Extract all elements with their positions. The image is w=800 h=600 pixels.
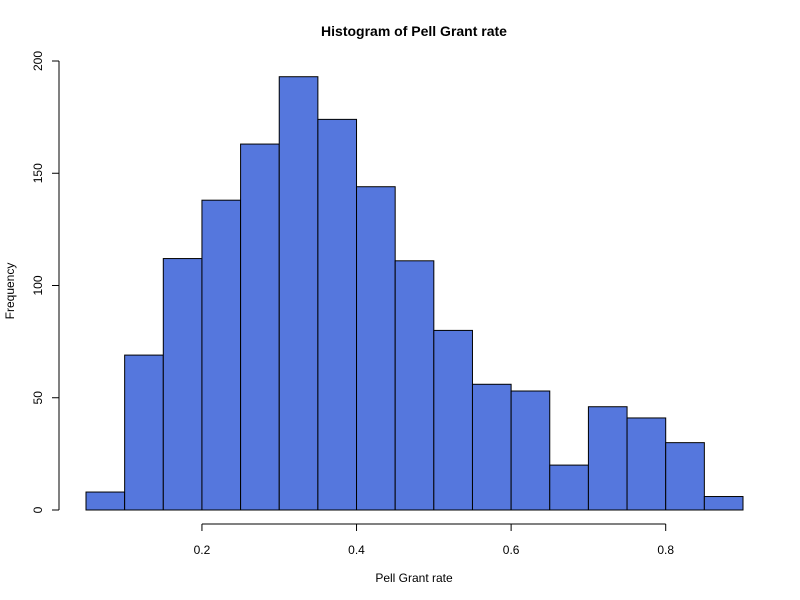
x-tick-label: 0.4 bbox=[348, 543, 365, 557]
y-axis-label: Frequency bbox=[3, 263, 17, 320]
y-axis: 0 50 100 150 200 bbox=[31, 51, 60, 513]
bars-group bbox=[85, 76, 744, 511]
histogram-bar bbox=[278, 76, 319, 511]
y-tick-label: 150 bbox=[31, 163, 45, 183]
histogram-bar bbox=[317, 118, 358, 511]
histogram-bar bbox=[510, 390, 551, 511]
y-tick-label: 50 bbox=[31, 391, 45, 405]
x-axis-label: Pell Grant rate bbox=[375, 571, 453, 585]
x-tick-label: 0.8 bbox=[657, 543, 674, 557]
chart-title: Histogram of Pell Grant rate bbox=[321, 23, 507, 39]
y-tick-label: 100 bbox=[31, 275, 45, 295]
histogram-bar bbox=[471, 383, 512, 511]
histogram-bar bbox=[433, 329, 473, 511]
x-axis: 0.2 0.4 0.6 0.8 bbox=[194, 523, 674, 557]
histogram-bar bbox=[124, 354, 164, 511]
histogram-bar bbox=[394, 260, 435, 511]
y-tick-label: 200 bbox=[31, 51, 45, 71]
histogram-bar bbox=[201, 199, 242, 511]
histogram-bar bbox=[665, 442, 705, 511]
histogram-bar bbox=[703, 496, 744, 511]
histogram-bar bbox=[240, 143, 280, 511]
histogram-bar bbox=[549, 464, 589, 511]
histogram-bar bbox=[587, 406, 628, 511]
x-tick-label: 0.2 bbox=[194, 543, 211, 557]
histogram-bar bbox=[162, 258, 203, 511]
y-tick-label: 0 bbox=[31, 506, 45, 513]
histogram-bar bbox=[356, 186, 396, 511]
histogram-bar bbox=[626, 417, 667, 511]
x-tick-label: 0.6 bbox=[503, 543, 520, 557]
histogram-bar bbox=[85, 491, 126, 511]
